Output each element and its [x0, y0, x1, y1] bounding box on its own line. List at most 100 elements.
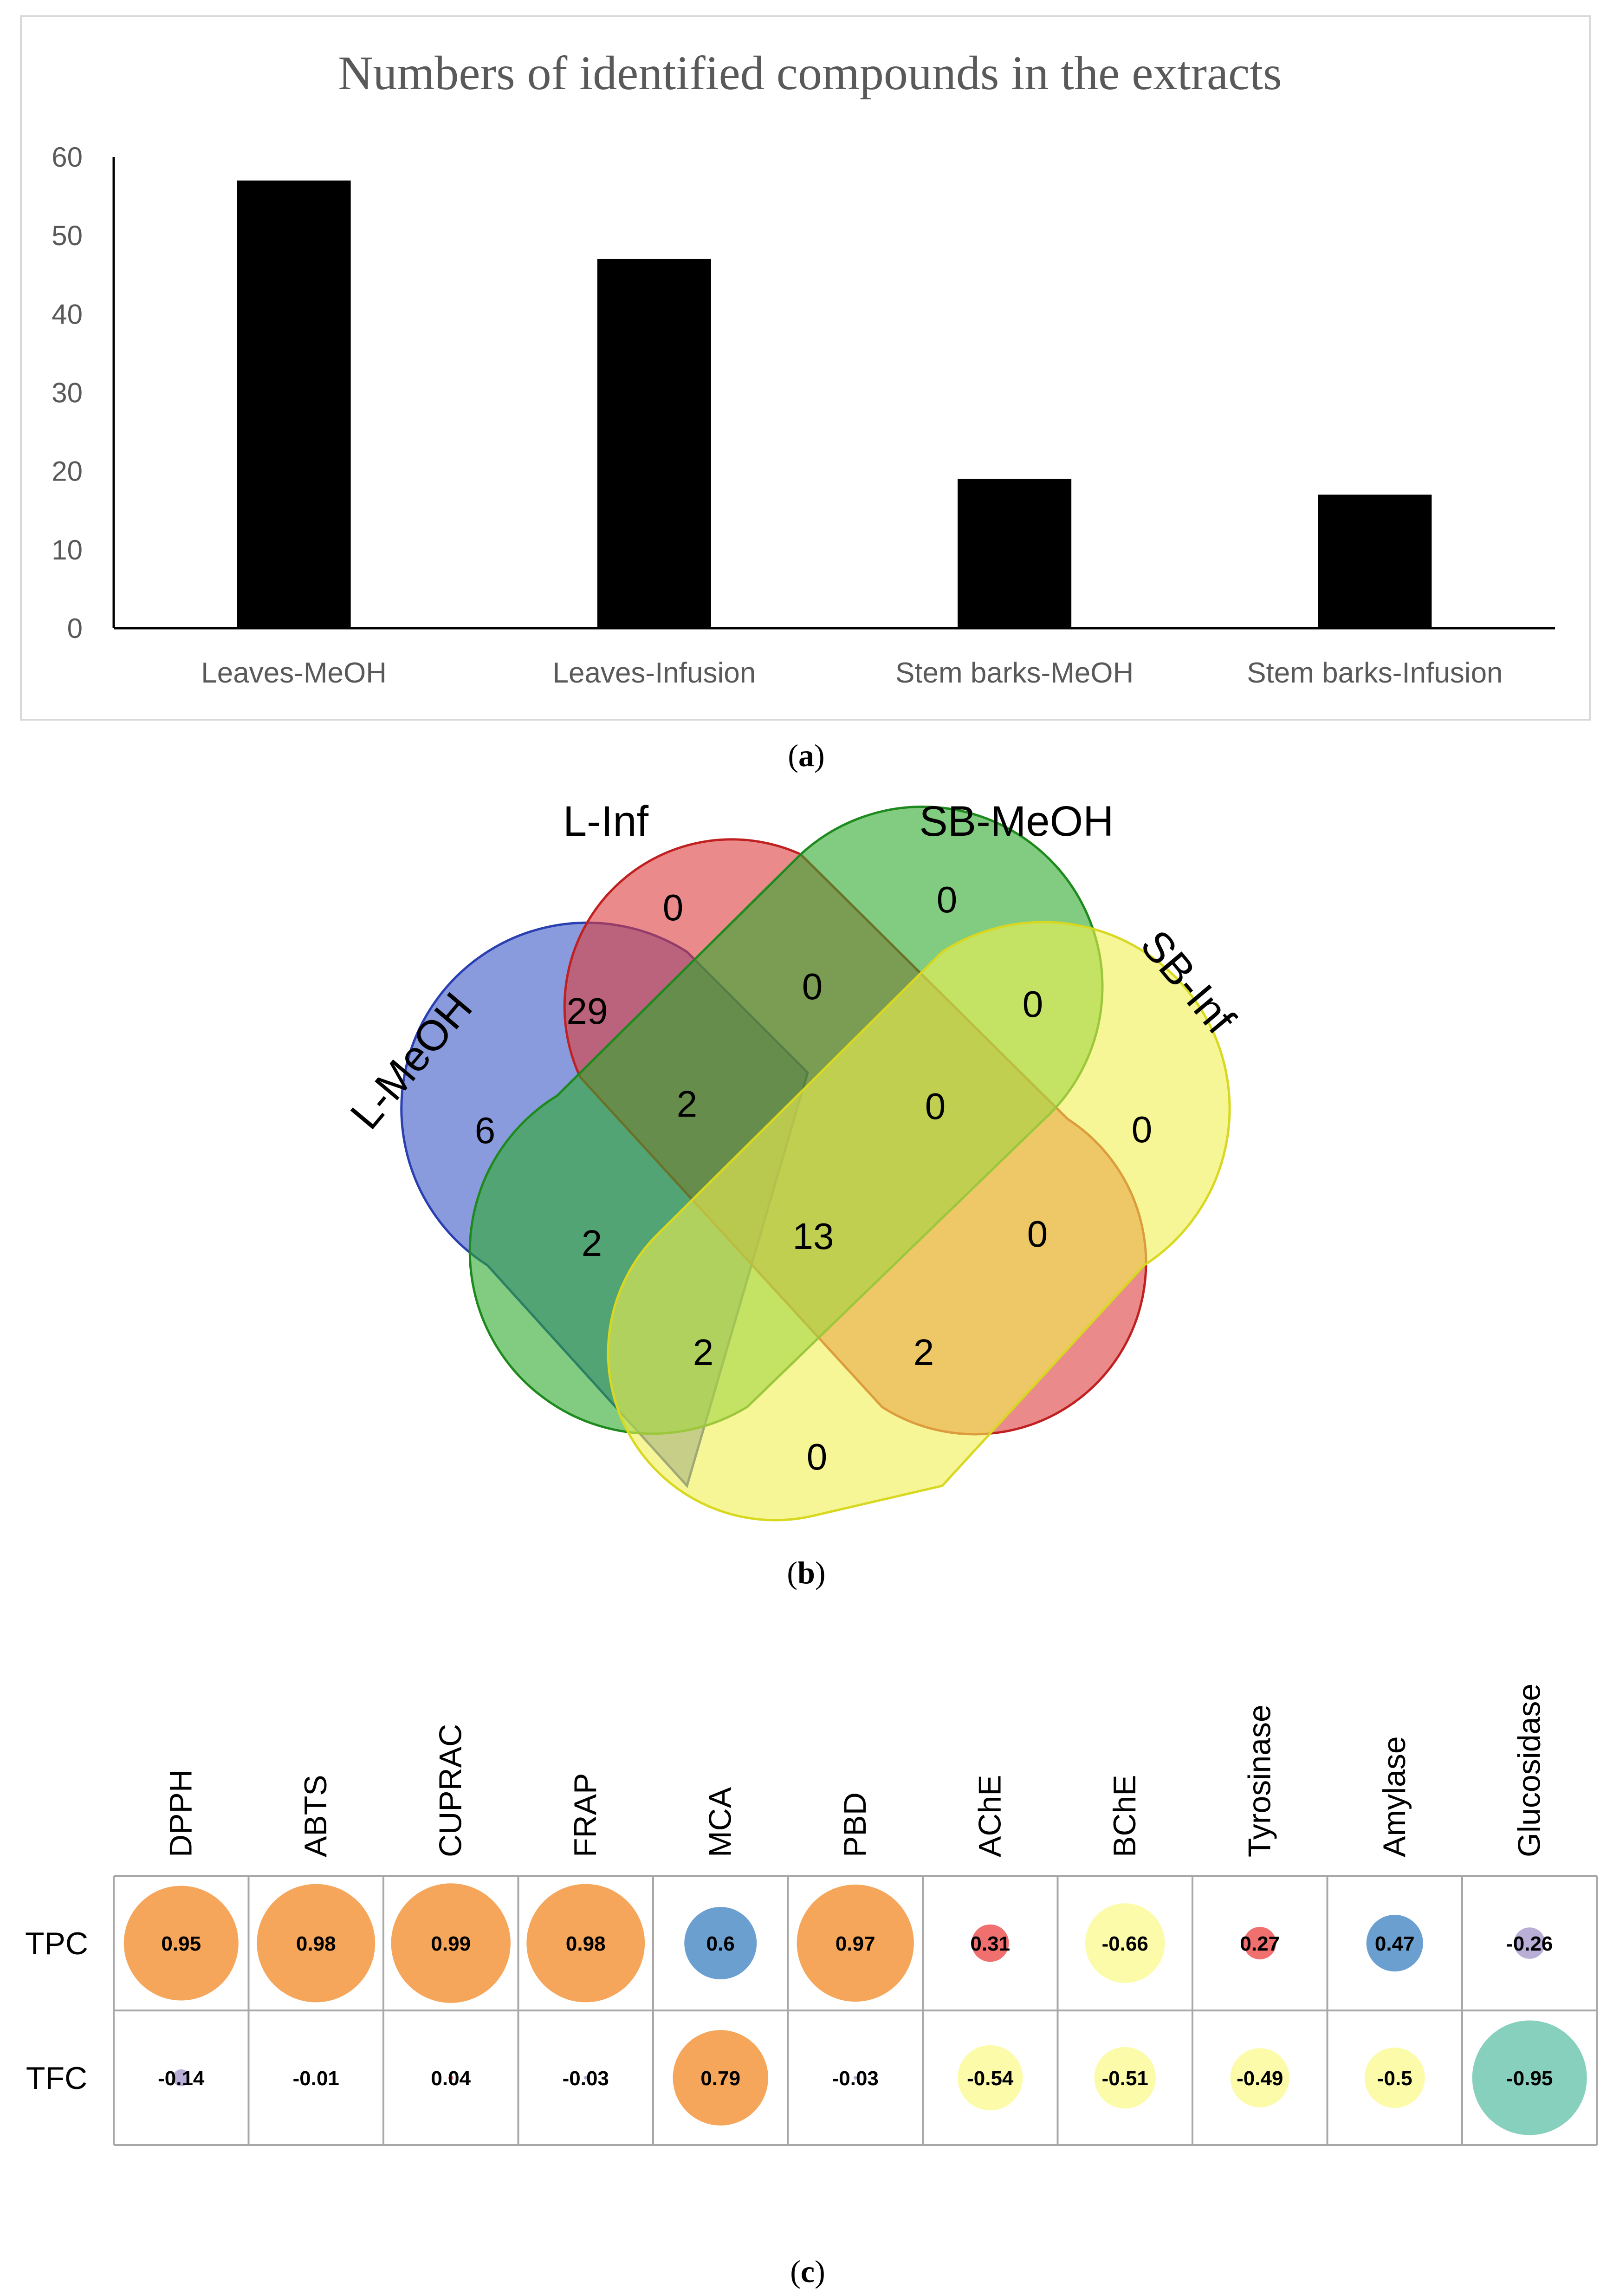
- correlation-circle: [123, 1886, 239, 2001]
- venn-region-count: 0: [807, 1436, 828, 1477]
- column-header: MCA: [702, 1787, 738, 1857]
- column-header: Amylase: [1377, 1736, 1412, 1857]
- correlation-circle: [1244, 1926, 1276, 1960]
- correlation-circle: [797, 1884, 914, 2002]
- correlation-value: 0.27: [1240, 1932, 1280, 1955]
- correlation-circle: [1094, 2047, 1156, 2109]
- correlation-value: 0.6: [706, 1932, 735, 1955]
- y-axis-ticks: 0 10 20 30 40 50 60: [52, 142, 83, 644]
- correlation-circle: [391, 1883, 511, 2003]
- venn-region-count: 2: [913, 1332, 934, 1373]
- y-tick-label: 60: [52, 142, 83, 173]
- y-tick-label: 20: [52, 456, 83, 487]
- bar-stem-barks-infusion: [1318, 494, 1432, 628]
- column-header: Glucosidase: [1511, 1684, 1547, 1857]
- correlation-value: -0.26: [1506, 1932, 1553, 1955]
- correlation-circle: [1230, 2048, 1289, 2107]
- correlation-circle: [1085, 1903, 1165, 1983]
- correlation-value: 0.79: [700, 2067, 740, 2090]
- correlation-grid: [113, 1875, 1598, 2146]
- correlation-circle: [1366, 1914, 1423, 1972]
- venn-region-count: 0: [925, 1086, 946, 1127]
- correlation-circle: [173, 2069, 190, 2087]
- venn-region-count: 0: [1023, 983, 1043, 1025]
- column-header: FRAP: [568, 1773, 603, 1857]
- correlation-circle: [257, 1884, 376, 2003]
- venn-region-count: 0: [1132, 1109, 1153, 1150]
- panel-c: DPPH ABTS CUPRAC FRAP MCA PBD AChE BChE Tyrosina…: [25, 1684, 1598, 2146]
- correlation-value: -0.54: [967, 2067, 1014, 2090]
- caption-a: (a): [788, 738, 824, 773]
- y-tick-label: 40: [52, 299, 83, 330]
- correlation-cells: 0.95 0.98 0.99 0.98 0.6 0.97 0.31 -0.66 0.27 0.47…: [123, 1883, 1587, 2135]
- correlation-circle: [526, 1884, 645, 2003]
- venn-region-count: 29: [567, 990, 608, 1032]
- column-header: CUPRAC: [433, 1724, 468, 1857]
- caption-c: (c): [790, 2254, 825, 2289]
- correlation-value: -0.14: [158, 2067, 205, 2090]
- venn-set-sb-inf: [607, 921, 1231, 1522]
- venn-region-count: 2: [677, 1083, 698, 1125]
- correlation-value: -0.01: [293, 2067, 339, 2090]
- correlation-value: 0.97: [836, 1932, 875, 1955]
- y-tick-label: 50: [52, 220, 83, 251]
- venn-region-count: 0: [937, 879, 958, 920]
- y-tick-label: 30: [52, 377, 83, 409]
- venn-label-sb-meoh: SB-MeOH: [919, 798, 1114, 845]
- column-header: BChE: [1107, 1775, 1142, 1857]
- column-header: DPPH: [163, 1769, 198, 1857]
- correlation-circle: [448, 2075, 453, 2081]
- correlation-circle: [958, 2045, 1023, 2111]
- correlation-row-labels: TPC TFC: [25, 1926, 88, 2096]
- bar-leaves-infusion: [597, 259, 711, 628]
- x-category-label: Leaves-Infusion: [553, 657, 756, 689]
- venn-region-count: 0: [663, 887, 684, 928]
- correlation-value: -0.49: [1237, 2067, 1283, 2090]
- column-header: Tyrosinase: [1242, 1704, 1277, 1857]
- x-category-label: Stem barks-Infusion: [1247, 657, 1503, 689]
- column-header: PBD: [837, 1792, 873, 1857]
- x-category-label: Leaves-MeOH: [201, 657, 387, 689]
- row-label: TFC: [26, 2061, 87, 2096]
- x-category-label: Stem barks-MeOH: [895, 657, 1134, 689]
- correlation-value: 0.04: [431, 2067, 471, 2090]
- panel-a: Numbers of identified compounds in the e…: [20, 15, 1591, 721]
- correlation-circle: [583, 2076, 588, 2080]
- correlation-value: -0.66: [1102, 1932, 1148, 1955]
- correlation-value: 0.95: [161, 1932, 201, 1955]
- correlation-value: -0.95: [1506, 2067, 1553, 2090]
- venn-label-l-inf: L-Inf: [563, 798, 649, 845]
- caption-b: (b): [787, 1555, 825, 1590]
- venn-region-count: 13: [793, 1216, 834, 1257]
- bar-stem-barks-meoh: [958, 479, 1072, 628]
- correlation-value: 0.47: [1375, 1932, 1415, 1955]
- y-tick-label: 0: [67, 613, 83, 644]
- bar-chart-title: Numbers of identified compounds in the e…: [338, 46, 1282, 100]
- correlation-value: -0.03: [563, 2067, 609, 2090]
- correlation-value: 0.31: [970, 1932, 1010, 1955]
- bar-series: [237, 180, 1432, 628]
- y-tick-label: 10: [52, 534, 83, 566]
- row-label: TPC: [25, 1926, 88, 1961]
- venn-region-counts: 0 0 29 0 0 6 2 0 0 2 13 0 2 2 0: [475, 879, 1153, 1477]
- x-axis-categories: Leaves-MeOH Leaves-Infusion Stem barks-MeO…: [201, 657, 1503, 689]
- venn-region-count: 0: [802, 966, 823, 1007]
- column-header: AChE: [972, 1775, 1007, 1857]
- correlation-circle: [971, 1924, 1009, 1962]
- correlation-value: 0.98: [296, 1932, 336, 1955]
- venn-region-count: 6: [475, 1110, 496, 1151]
- correlation-circle: [1472, 2020, 1587, 2135]
- correlation-circle: [684, 1907, 757, 1979]
- correlation-value: -0.5: [1377, 2067, 1412, 2090]
- correlation-column-headers: DPPH ABTS CUPRAC FRAP MCA PBD AChE BChE Tyrosina…: [163, 1684, 1547, 1857]
- venn-region-count: 0: [1027, 1213, 1048, 1255]
- correlation-circle: [853, 2076, 857, 2080]
- correlation-circle: [1514, 1927, 1546, 1959]
- venn-region-count: 2: [582, 1223, 602, 1264]
- correlation-value: -0.03: [832, 2067, 879, 2090]
- correlation-value: 0.99: [431, 1932, 471, 1955]
- correlation-value: 0.98: [566, 1932, 606, 1955]
- correlation-value: -0.51: [1102, 2067, 1148, 2090]
